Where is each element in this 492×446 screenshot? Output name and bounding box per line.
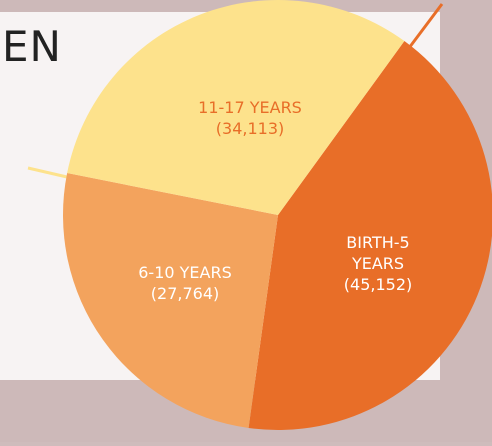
value-label: (34,113): [215, 119, 285, 138]
value-label: (27,764): [150, 284, 220, 303]
value-label: (45,152): [343, 275, 413, 294]
slice-label: 6-10 YEARS (27,764): [127, 262, 243, 304]
heading-fragment: EN: [2, 22, 62, 71]
slice-label: BIRTH-5 YEARS (45,152): [320, 232, 436, 295]
pie: [63, 0, 492, 430]
category-label: 11-17 YEARS: [198, 98, 302, 117]
category-label: BIRTH-5 YEARS: [346, 233, 410, 273]
pie-slice: [67, 0, 405, 215]
pie-slice: [63, 173, 278, 428]
pie-slice: [248, 41, 492, 430]
category-label: 6-10 YEARS: [138, 263, 232, 282]
slice-label: 11-17 YEARS (34,113): [192, 97, 308, 139]
